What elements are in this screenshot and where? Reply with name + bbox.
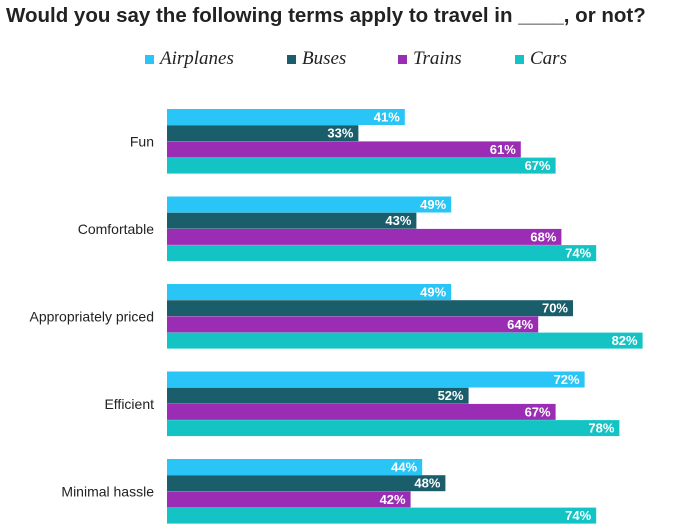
legend-swatch-trains [398,54,407,64]
bar-trains-comfortable [167,228,562,245]
chart-legend: Airplanes Buses Trains Cars [0,48,680,70]
bar-cars-comfortable [167,245,597,262]
bar-trains-minimal-hassle [167,491,411,508]
value-label-airplanes-comfortable: 49% [420,197,446,212]
value-label-cars-minimal-hassle: 74% [565,508,591,523]
bar-airplanes-comfortable [167,196,452,213]
legend-label-airplanes: Airplanes [160,48,234,69]
bar-buses-fun [167,125,359,142]
value-label-trains-minimal-hassle: 42% [380,492,406,507]
bar-buses-appropriately-priced [167,300,573,317]
category-label-comfortable: Comfortable [78,221,154,237]
bar-airplanes-efficient [167,371,585,388]
legend-swatch-buses [287,54,296,64]
value-label-buses-appropriately-priced: 70% [542,301,568,316]
legend-label-buses: Buses [302,48,347,69]
value-label-airplanes-minimal-hassle: 44% [391,460,417,475]
bar-airplanes-fun [167,109,405,125]
value-label-buses-fun: 33% [327,126,353,141]
legend-label-cars: Cars [530,48,567,69]
legend-item-buses: Buses [287,48,346,70]
value-label-trains-comfortable: 68% [530,229,556,244]
value-label-cars-comfortable: 74% [565,246,591,261]
category-label-efficient: Efficient [104,396,154,412]
value-label-buses-comfortable: 43% [385,213,411,228]
bar-airplanes-appropriately-priced [167,284,452,300]
legend-swatch-cars [515,54,524,64]
bar-buses-minimal-hassle [167,475,446,492]
value-label-airplanes-efficient: 72% [554,372,580,387]
legend-label-trains: Trains [413,48,462,69]
value-label-cars-efficient: 78% [588,421,614,436]
value-label-buses-minimal-hassle: 48% [414,476,440,491]
bar-buses-comfortable [167,212,417,229]
value-label-trains-efficient: 67% [525,404,551,419]
value-label-airplanes-appropriately-priced: 49% [420,285,446,300]
bar-airplanes-minimal-hassle [167,459,423,475]
bar-buses-efficient [167,387,469,404]
legend-item-airplanes: Airplanes [145,48,234,70]
legend-item-trains: Trains [398,48,462,70]
value-label-cars-fun: 67% [525,158,551,173]
category-label-minimal-hassle: Minimal hassle [61,483,154,499]
chart-title: Would you say the following terms apply … [6,4,646,27]
value-label-airplanes-fun: 41% [374,110,400,125]
value-label-trains-appropriately-priced: 64% [507,317,533,332]
value-label-cars-appropriately-priced: 82% [612,333,638,348]
category-label-fun: Fun [130,133,154,149]
value-label-trains-fun: 61% [490,142,516,157]
bar-trains-appropriately-priced [167,316,539,333]
bar-cars-fun [167,157,556,174]
legend-item-cars: Cars [515,48,567,70]
bar-cars-minimal-hassle [167,507,597,524]
category-label-appropriately-priced: Appropriately priced [29,308,154,324]
bar-trains-fun [167,141,521,158]
bar-cars-efficient [167,420,620,437]
bar-cars-appropriately-priced [167,332,643,349]
value-label-buses-efficient: 52% [438,388,464,403]
bar-trains-efficient [167,403,556,420]
legend-swatch-airplanes [145,54,154,64]
